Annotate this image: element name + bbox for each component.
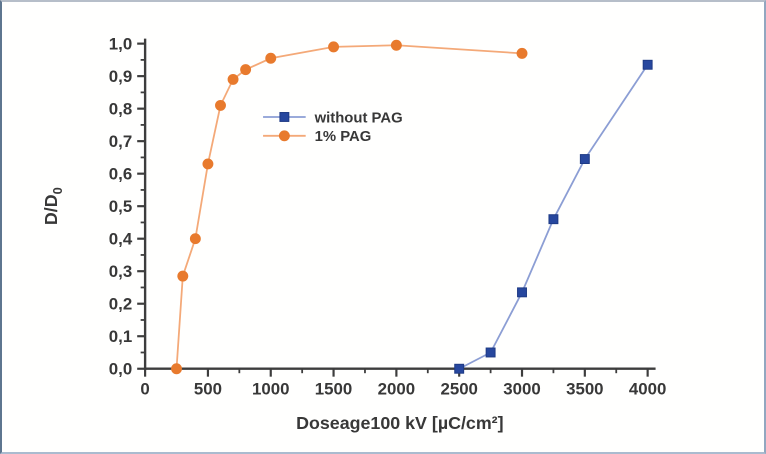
x-tick-label: 2500 — [440, 380, 477, 399]
legend-marker-circle — [278, 130, 290, 142]
x-axis-title: Doseage100 kV [µC/cm²] — [296, 413, 503, 433]
y-axis-title: D/D0 — [41, 187, 65, 225]
x-tick-label: 500 — [194, 380, 222, 399]
data-point-1-pag — [390, 39, 402, 51]
y-axis-title-subscript: 0 — [50, 187, 65, 194]
legend-label: 1% PAG — [315, 129, 372, 145]
x-tick-label: 1500 — [315, 380, 352, 399]
x-tick-label: 0 — [140, 380, 149, 399]
legend-marker-square — [279, 112, 290, 122]
y-tick-label: 0,5 — [109, 197, 132, 216]
y-tick-label: 0,0 — [109, 360, 132, 379]
x-tick-label: 4000 — [629, 380, 666, 399]
data-point-1-pag — [215, 99, 226, 111]
x-tick-label: 3500 — [566, 380, 603, 399]
data-point-without-pag — [517, 287, 527, 298]
y-tick-label: 0,2 — [109, 295, 132, 314]
legend: without PAG 1% PAG — [263, 110, 403, 145]
legend-item-1-pag: 1% PAG — [263, 129, 371, 145]
x-tick-label: 1000 — [252, 380, 289, 399]
series-line-1-pag — [175, 44, 523, 369]
y-tick-label: 0,9 — [109, 67, 132, 86]
y-axis-title-main: D/D — [41, 194, 61, 225]
data-point-1-pag — [171, 363, 182, 375]
y-tick-label: 0,8 — [109, 100, 132, 119]
y-tick-label: 1,0 — [109, 35, 132, 54]
data-point-1-pag — [240, 64, 252, 76]
legend-item-without-pag: without PAG — [263, 110, 403, 126]
y-tick-label: 0,3 — [109, 262, 132, 281]
data-point-1-pag — [189, 233, 201, 245]
data-point-1-pag — [265, 52, 277, 64]
y-tick-label: 0,6 — [109, 165, 132, 184]
data-point-1-pag — [516, 47, 528, 59]
series-line-without-pag — [458, 64, 649, 370]
y-tick-label: 0,4 — [109, 230, 133, 249]
data-point-without-pag — [548, 214, 559, 225]
data-point-without-pag — [485, 347, 496, 358]
data-point-1-pag — [177, 270, 189, 282]
y-tick-label: 0,1 — [109, 327, 132, 346]
data-point-1-pag — [227, 73, 239, 85]
y-tick-label: 0,7 — [109, 132, 132, 151]
axes: 0 500 1000 1500 2000 2500 3000 3500 4000 0,0 0,1 0,… — [109, 35, 667, 399]
data-point-1-pag — [328, 41, 340, 53]
data-point-without-pag — [642, 59, 653, 70]
series-group — [171, 39, 653, 375]
x-tick-label: 2000 — [378, 380, 415, 399]
data-point-1-pag — [202, 158, 214, 170]
data-point-without-pag — [454, 363, 465, 374]
legend-label: without PAG — [314, 110, 403, 126]
x-tick-label: 3000 — [503, 380, 540, 399]
data-point-without-pag — [579, 154, 590, 165]
